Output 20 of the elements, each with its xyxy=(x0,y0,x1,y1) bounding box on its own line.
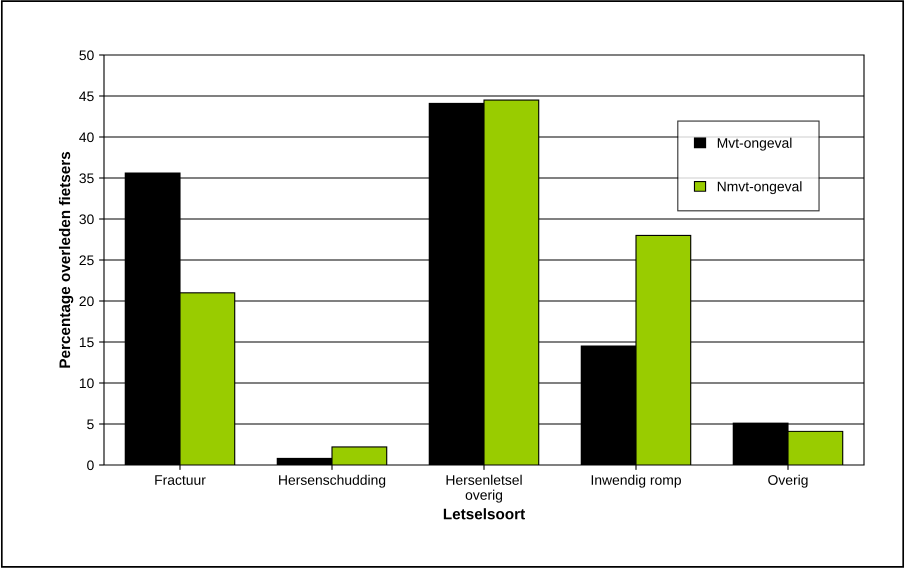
y-tick-label: 20 xyxy=(80,296,94,306)
x-tick-label: Inwendig romp xyxy=(592,474,681,488)
legend-label: Mvt-ongeval xyxy=(718,138,792,151)
y-tick-label: 15 xyxy=(80,337,94,348)
y-tick-label: 45 xyxy=(79,91,94,102)
x-tick-label: Hersenschudding xyxy=(279,474,386,488)
x-tick-label: Overig xyxy=(768,474,808,488)
y-axis-title: Percentage overleden fietsers xyxy=(58,152,74,368)
legend-label: Nmvt-ongeval xyxy=(718,181,802,194)
x-tick-label: Fractuur xyxy=(155,475,206,485)
y-tick-label: 35 xyxy=(79,173,94,184)
y-tick-label: 40 xyxy=(79,132,94,142)
y-tick-label: 25 xyxy=(80,255,94,266)
x-tick-label: Hersenletsel overig xyxy=(446,474,522,503)
y-tick-label: 30 xyxy=(79,214,94,224)
y-tick-label: 0 xyxy=(87,460,94,470)
y-tick-label: 50 xyxy=(79,50,94,60)
y-tick-label: 10 xyxy=(80,378,94,388)
x-axis-title: Letselsoort xyxy=(444,508,525,520)
y-tick-label: 5 xyxy=(87,419,94,430)
